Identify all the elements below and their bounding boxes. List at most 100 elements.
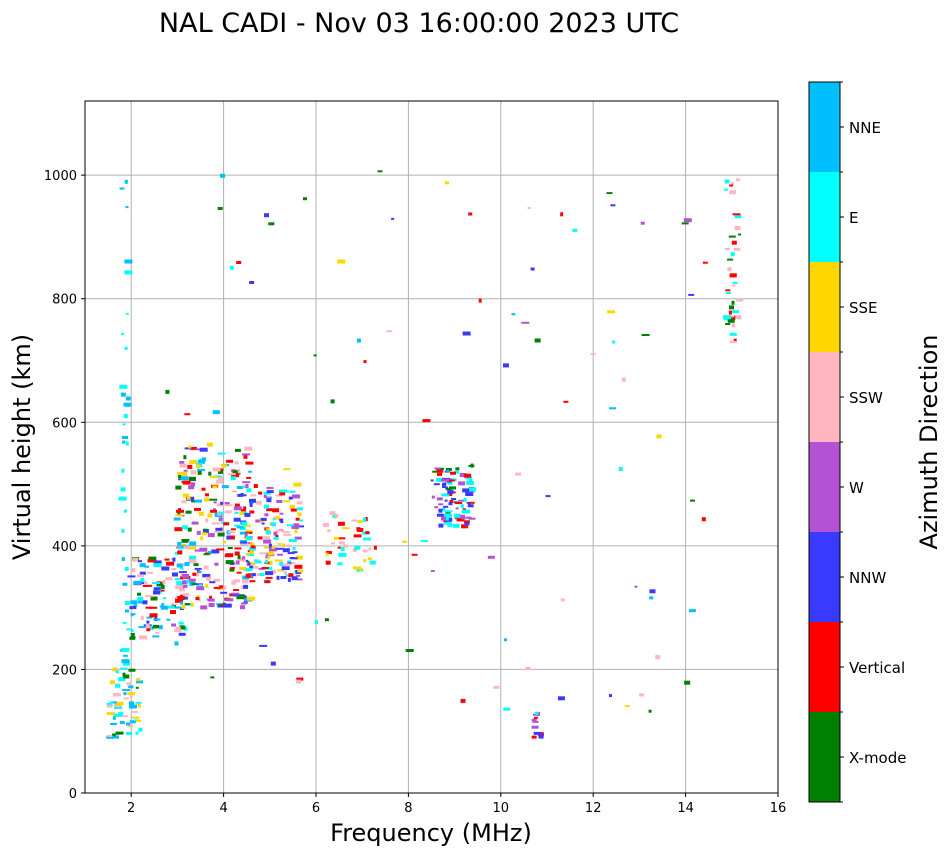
echo-point	[729, 184, 734, 187]
echo-point	[203, 528, 208, 531]
echo-point	[283, 500, 291, 503]
echo-point	[272, 508, 280, 513]
echo-point	[218, 476, 223, 481]
echo-point	[464, 522, 470, 526]
echo-point	[113, 693, 121, 697]
echo-point	[277, 569, 285, 572]
echo-point	[275, 494, 283, 497]
echo-point	[212, 485, 218, 489]
echo-point	[264, 513, 269, 517]
echo-point	[236, 526, 244, 529]
echo-point	[334, 536, 339, 540]
echo-point	[447, 481, 453, 485]
echo-point	[468, 487, 477, 492]
echo-point	[250, 545, 256, 549]
echo-point	[221, 464, 228, 468]
echo-point	[242, 484, 247, 487]
echo-point	[531, 725, 539, 729]
echo-point	[133, 580, 142, 585]
echo-point	[684, 680, 691, 685]
echo-point	[291, 524, 297, 529]
echo-point	[126, 722, 130, 726]
echo-point	[118, 677, 126, 682]
echo-point	[295, 525, 299, 529]
echo-point	[237, 558, 245, 562]
echo-point	[194, 567, 202, 570]
echo-point	[119, 667, 128, 670]
echo-point	[181, 500, 187, 504]
echo-point	[129, 720, 136, 724]
echo-point	[266, 508, 273, 512]
echo-point	[377, 170, 383, 173]
echo-point	[386, 330, 393, 333]
echo-point	[265, 528, 270, 531]
echo-point	[188, 578, 196, 582]
echo-point	[373, 545, 377, 550]
echo-point	[236, 486, 243, 489]
echo-point	[276, 575, 280, 580]
echo-point	[447, 490, 454, 495]
colorbar-tick-label: SSE	[849, 299, 878, 317]
echo-point	[227, 473, 236, 476]
echo-point	[146, 628, 151, 632]
echo-point	[170, 610, 176, 614]
echo-point	[260, 517, 267, 521]
echo-point	[181, 539, 189, 543]
echo-point	[153, 560, 162, 564]
x-tick-label: 4	[219, 801, 227, 816]
echo-point	[213, 501, 217, 504]
echo-point	[525, 666, 531, 670]
echo-point	[264, 580, 271, 584]
echo-point	[188, 445, 192, 449]
echo-point	[165, 389, 170, 394]
echo-point	[175, 598, 183, 603]
echo-point	[560, 598, 565, 602]
echo-point	[207, 513, 213, 518]
colorbar-tick-label: E	[849, 209, 858, 227]
echo-point	[702, 261, 708, 264]
echo-point	[245, 573, 251, 578]
echo-point	[181, 539, 190, 541]
echo-point	[234, 461, 239, 465]
echo-point	[299, 519, 303, 522]
echo-point	[727, 267, 732, 272]
echo-point	[136, 680, 143, 684]
echo-point	[234, 448, 241, 452]
x-axis-label: Frequency (MHz)	[330, 819, 532, 847]
echo-point	[181, 604, 186, 609]
echo-point	[121, 528, 125, 533]
echo-point	[332, 513, 337, 518]
echo-point	[186, 495, 191, 500]
echo-point	[239, 540, 247, 543]
echo-point	[460, 504, 464, 509]
echo-point	[609, 694, 612, 698]
echo-point	[688, 293, 695, 296]
echo-point	[186, 579, 190, 584]
echo-point	[181, 525, 188, 530]
echo-point	[200, 536, 204, 541]
echo-point	[362, 537, 371, 541]
echo-point	[172, 557, 176, 562]
echo-point	[255, 519, 262, 523]
echo-point	[291, 576, 298, 581]
echo-point	[202, 529, 209, 533]
echo-point	[123, 692, 127, 696]
colorbar-swatch	[809, 442, 840, 532]
echo-point	[281, 566, 290, 571]
echo-point	[688, 609, 696, 613]
echo-point	[244, 513, 251, 517]
echo-point	[454, 513, 460, 518]
echo-point	[439, 478, 445, 482]
echo-point	[324, 618, 329, 622]
echo-point	[192, 572, 197, 576]
echo-point	[648, 709, 652, 713]
echo-point	[734, 226, 741, 230]
echo-point	[137, 600, 144, 604]
echo-point	[248, 470, 253, 473]
echo-point	[123, 674, 130, 679]
echo-point	[122, 621, 127, 624]
x-axis-ticks: 2 4 6 8 10 12 14 16	[127, 793, 786, 816]
echo-point	[166, 561, 175, 566]
echo-point	[315, 620, 318, 625]
echo-point	[282, 548, 290, 553]
